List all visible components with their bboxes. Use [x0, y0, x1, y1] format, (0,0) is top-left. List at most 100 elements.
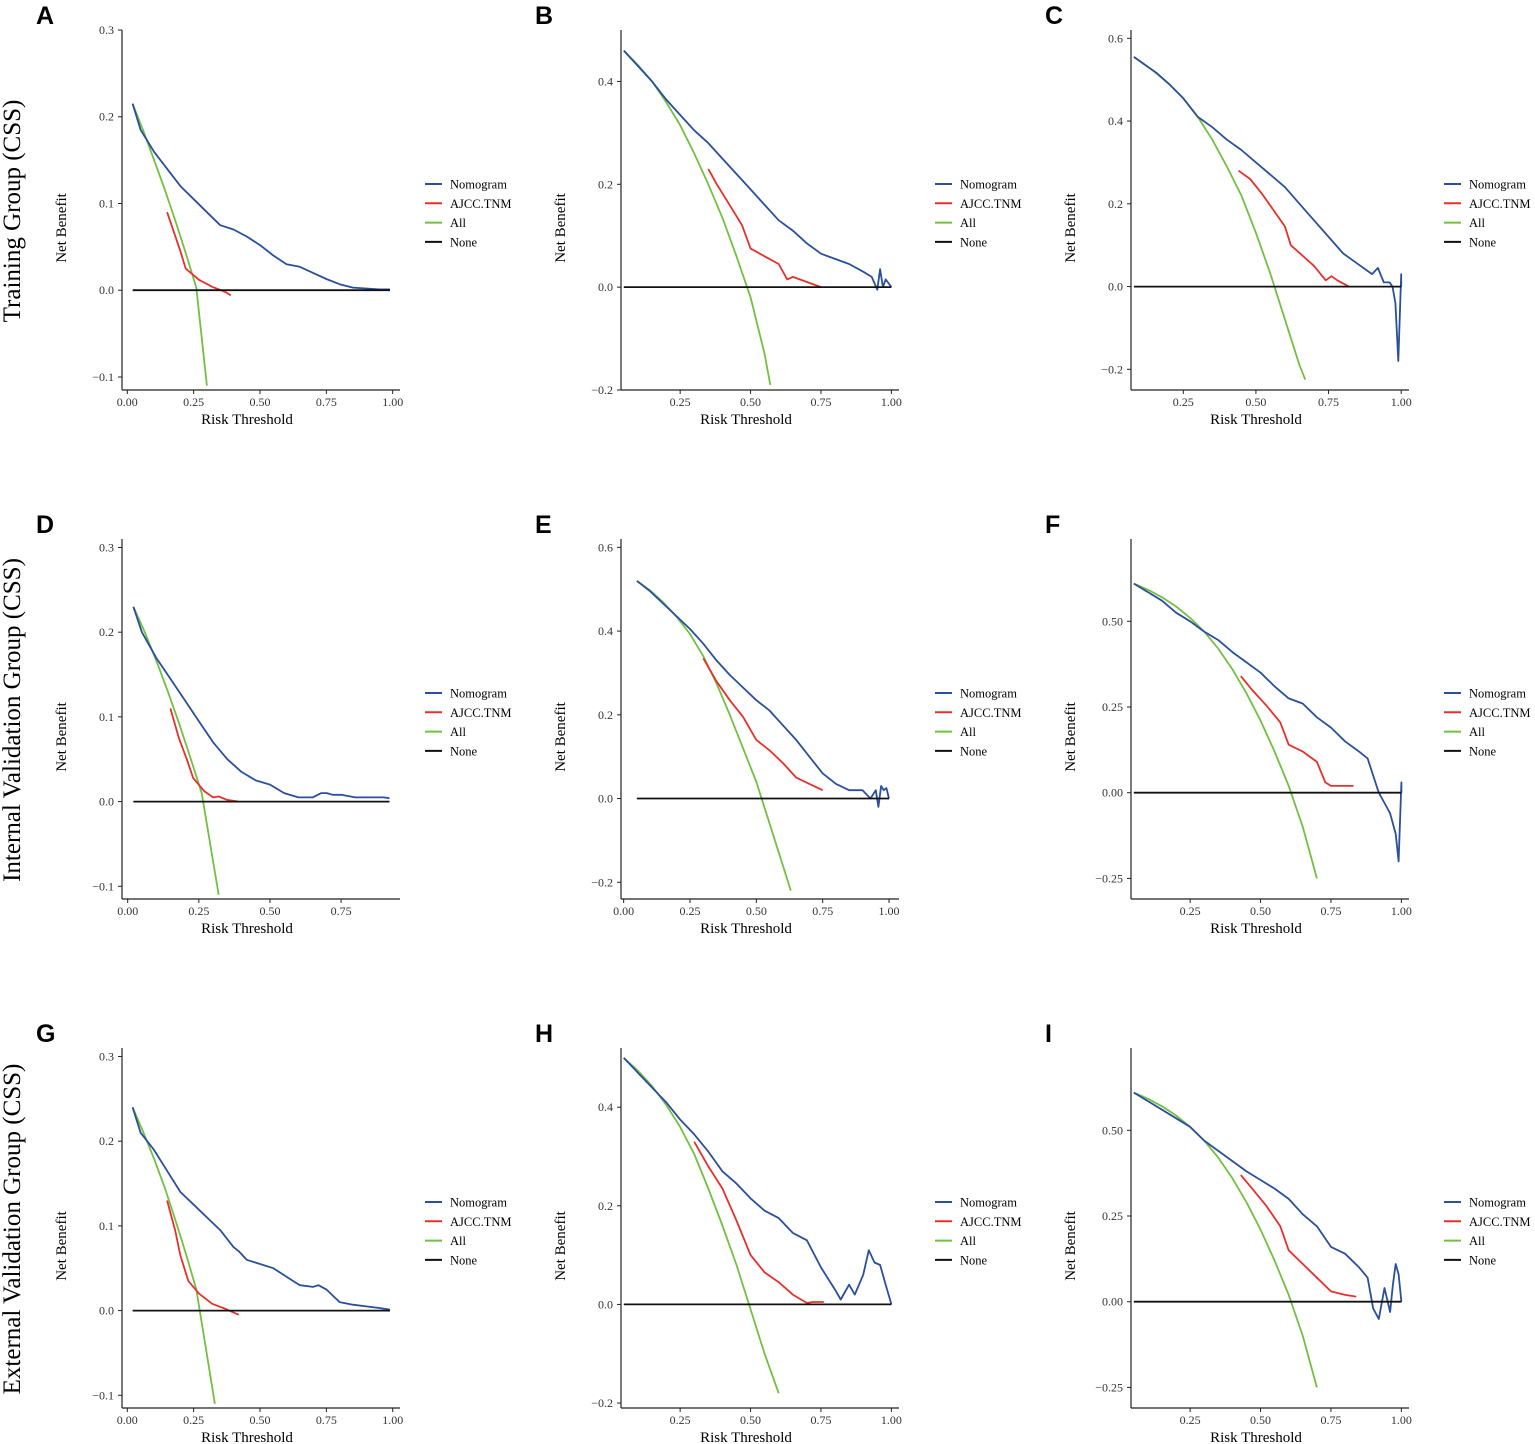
y-tick-label: 0.4 — [598, 1100, 613, 1114]
legend-label: None — [960, 1253, 988, 1267]
panel-letter-D: D — [36, 511, 54, 539]
series-line-all — [1133, 582, 1318, 879]
x-axis-title: Risk Threshold — [1210, 921, 1302, 937]
legend-label: All — [960, 216, 977, 230]
legend-label: All — [960, 1234, 977, 1248]
y-tick-label: 0.1 — [99, 196, 114, 210]
x-tick-label: 0.50 — [746, 904, 767, 918]
y-axis-title: Net Benefit — [553, 1210, 569, 1280]
y-axis-title: Net Benefit — [54, 1210, 70, 1280]
legend-label: None — [1469, 235, 1497, 249]
y-tick-label: 0.25 — [1102, 700, 1123, 714]
series-line-nomogram — [1133, 582, 1403, 863]
y-tick-label: 0.2 — [1108, 197, 1123, 211]
panel-I: I −0.25 0.00 0.25 0.50 0.25 0.50 0.75 1.00 Risk T… — [1045, 1020, 1530, 1444]
x-tick-label: 0.25 — [183, 395, 204, 409]
series-line-all — [131, 103, 208, 386]
y-tick-label: 0.2 — [598, 1199, 613, 1213]
x-tick-label: 0.25 — [670, 395, 691, 409]
y-tick-label: −0.1 — [92, 1388, 114, 1402]
x-tick-label: 0.75 — [331, 904, 352, 918]
y-tick-label: −0.2 — [1101, 362, 1123, 376]
legend-label: None — [1469, 744, 1497, 758]
legend-label: None — [450, 235, 478, 249]
series-line-nomogram — [1133, 1091, 1403, 1320]
x-tick-label: 0.25 — [183, 1413, 204, 1427]
series-line-ajcc-tnm — [693, 1141, 824, 1304]
series-line-nomogram — [636, 580, 890, 808]
series-line-all — [132, 606, 220, 895]
series-line-all — [623, 1057, 780, 1394]
series-line-ajcc-tnm — [707, 168, 822, 288]
legend-label: All — [450, 725, 467, 739]
series-line-nomogram — [132, 606, 390, 800]
x-tick-label: 0.25 — [1180, 1413, 1201, 1427]
legend-label: All — [1469, 725, 1486, 739]
panel-letter-B: B — [535, 2, 553, 30]
x-tick-label: 0.00 — [117, 904, 138, 918]
panel-G: G −0.1 0.0 0.1 0.2 0.3 0.00 0.25 0.50 0.75 1.00 Ris… — [36, 1020, 511, 1444]
y-tick-label: 0.25 — [1102, 1209, 1123, 1223]
series-line-ajcc-tnm — [1237, 169, 1350, 288]
x-tick-label: 0.25 — [188, 904, 209, 918]
legend-label: Nomogram — [450, 178, 507, 192]
y-tick-label: 0.3 — [99, 540, 114, 554]
y-axis-title: Net Benefit — [553, 701, 569, 771]
x-axis-title: Risk Threshold — [201, 412, 293, 428]
x-tick-label: 0.00 — [117, 1413, 138, 1427]
series-line-all — [1133, 1091, 1318, 1388]
legend-label: AJCC.TNM — [450, 706, 511, 720]
x-tick-label: 1.00 — [1391, 904, 1412, 918]
y-axis-title: Net Benefit — [1063, 1210, 1079, 1280]
y-axis-title: Net Benefit — [54, 192, 70, 262]
y-tick-label: 0.6 — [1108, 31, 1123, 45]
legend: Nomogram AJCC.TNM All None — [1444, 687, 1530, 758]
y-tick-label: 0.2 — [99, 110, 114, 124]
y-axis-title: Net Benefit — [1063, 192, 1079, 262]
y-tick-label: 0.0 — [99, 283, 114, 297]
legend-label: All — [1469, 216, 1486, 230]
panel-B: B −0.2 0.0 0.2 0.4 0.25 0.50 0.75 1.00 Risk Thres… — [535, 2, 1021, 428]
x-tick-label: 0.75 — [1320, 904, 1341, 918]
legend: Nomogram AJCC.TNM All None — [1444, 1196, 1530, 1267]
legend-label: AJCC.TNM — [450, 197, 511, 211]
panel-D: D −0.1 0.0 0.1 0.2 0.3 0.00 0.25 0.50 0.75 Risk Th… — [36, 511, 511, 937]
x-tick-label: 0.50 — [1245, 395, 1266, 409]
legend-label: AJCC.TNM — [1469, 706, 1530, 720]
legend-label: All — [450, 1234, 467, 1248]
panel-A: A −0.1 0.0 0.1 0.2 0.3 0.00 0.25 0.50 0.75 1.00 Ris… — [36, 2, 511, 428]
panel-H: H −0.2 0.0 0.2 0.4 0.25 0.50 0.75 1.00 Risk Thres… — [535, 1020, 1021, 1444]
series-line-all — [636, 580, 792, 891]
x-tick-label: 0.75 — [316, 1413, 337, 1427]
y-tick-label: 0.0 — [1108, 280, 1123, 294]
y-tick-label: −0.1 — [92, 370, 114, 384]
y-tick-label: −0.1 — [92, 879, 114, 893]
y-tick-label: 0.00 — [1102, 786, 1123, 800]
y-tick-label: 0.0 — [99, 1304, 114, 1318]
legend-label: None — [1469, 1253, 1497, 1267]
x-tick-label: 0.50 — [250, 395, 271, 409]
x-tick-label: 0.25 — [680, 904, 701, 918]
x-tick-label: 0.75 — [812, 904, 833, 918]
y-tick-label: 0.3 — [99, 1049, 114, 1063]
panel-E: E −0.2 0.0 0.2 0.4 0.6 0.00 0.25 0.50 0.75 1.00 Ris… — [535, 511, 1021, 937]
y-tick-label: −0.2 — [591, 383, 613, 397]
series-line-ajcc-tnm — [166, 211, 232, 297]
y-tick-label: 0.2 — [99, 1134, 114, 1148]
x-tick-label: 0.75 — [1318, 395, 1339, 409]
legend-label: AJCC.TNM — [1469, 1215, 1530, 1229]
y-tick-label: 0.0 — [598, 1297, 613, 1311]
legend-label: AJCC.TNM — [960, 197, 1021, 211]
legend: Nomogram AJCC.TNM All None — [425, 1196, 511, 1267]
legend-label: All — [960, 725, 977, 739]
legend-label: None — [450, 1253, 478, 1267]
y-axis-title: Net Benefit — [54, 701, 70, 771]
legend: Nomogram AJCC.TNM All None — [935, 1196, 1021, 1267]
y-tick-label: −0.2 — [591, 1396, 613, 1410]
series-line-nomogram — [623, 49, 893, 291]
panel-letter-F: F — [1045, 511, 1060, 539]
legend-label: Nomogram — [1469, 178, 1526, 192]
x-tick-label: 1.00 — [879, 904, 900, 918]
series-line-nomogram — [1133, 56, 1403, 362]
